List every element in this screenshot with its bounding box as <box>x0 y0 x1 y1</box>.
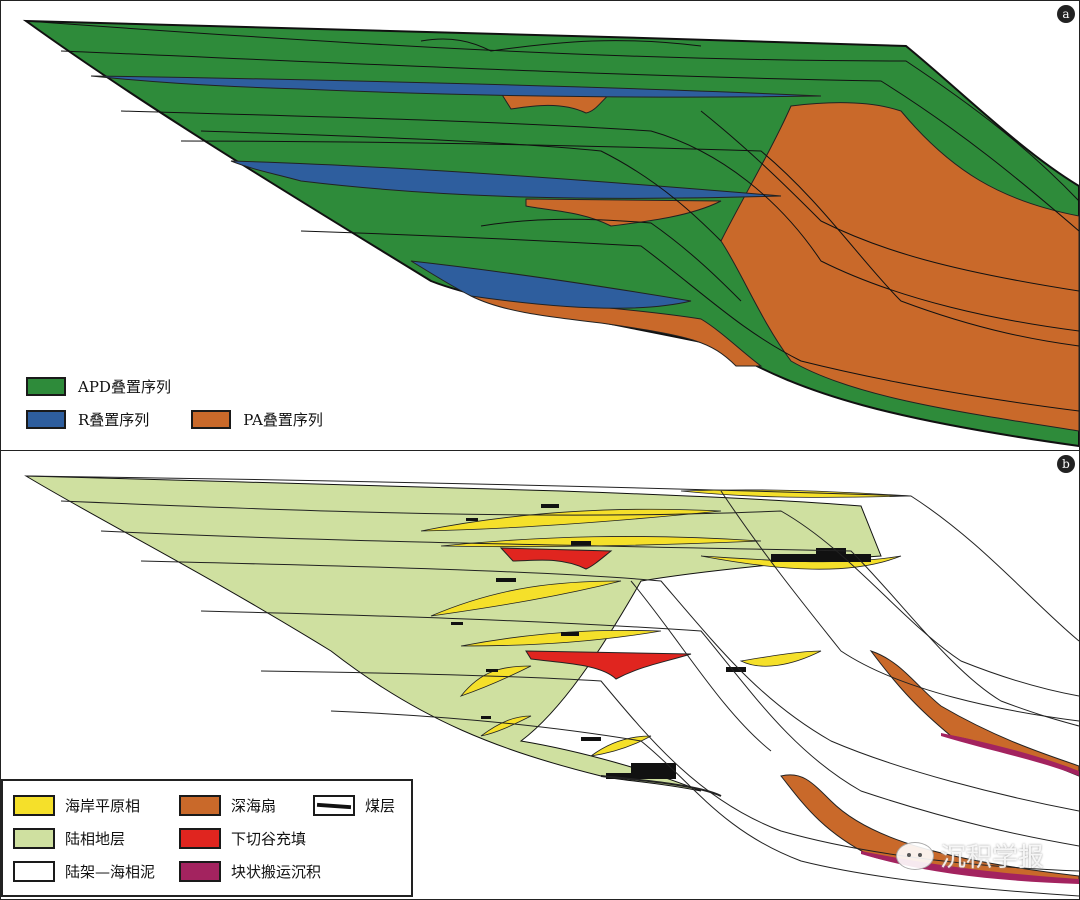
legend-label-r: R叠置序列 <box>78 410 150 429</box>
legend-item-deep-sea-fan: 深海扇 <box>179 795 276 816</box>
legend-label-coastal-plain: 海岸平原相 <box>65 797 141 815</box>
deep-sea-fan-upper <box>869 650 1079 777</box>
legend-label-deep-sea-fan: 深海扇 <box>231 797 277 815</box>
legend-a: APD叠置序列 R叠置序列 PA叠置序列 <box>26 376 365 442</box>
legend-item-apd: APD叠置序列 <box>26 376 171 397</box>
panel-b-label: b <box>1057 455 1075 473</box>
mass-transport-upper <box>941 733 1079 776</box>
cross-section-b <box>24 475 1079 897</box>
legend-item-pa: PA叠置序列 <box>191 409 323 430</box>
swatch-coastal-plain <box>13 795 55 816</box>
pa-orange-main <box>720 102 1079 432</box>
cross-section-a <box>22 19 1079 448</box>
legend-label-pa: PA叠置序列 <box>243 410 323 429</box>
legend-label-incised-valley: 下切谷充填 <box>231 830 307 848</box>
swatch-apd <box>26 376 66 396</box>
watermark-text: 沉积学报 <box>940 843 1045 873</box>
mass-transport-lower <box>861 851 1079 884</box>
swatch-r <box>26 409 66 429</box>
coal-seams <box>451 504 871 779</box>
incised-valley-upper <box>499 547 613 570</box>
watermark: 沉积学报 <box>896 837 1044 874</box>
legend-label-apd: APD叠置序列 <box>78 377 171 396</box>
incised-valley-lower <box>525 650 692 680</box>
swatch-incised-valley <box>179 828 221 849</box>
r-blue-lower <box>410 260 692 309</box>
legend-item-r: R叠置序列 <box>26 409 149 430</box>
legend-b: 海岸平原相 深海扇 煤层 陆相地层 下切谷充填 陆架—海相泥 块状搬运沉积 <box>1 779 413 897</box>
legend-item-coastal-plain: 海岸平原相 <box>13 795 140 816</box>
legend-item-coal: 煤层 <box>313 795 395 816</box>
legend-item-mass-transport: 块状搬运沉积 <box>179 861 321 882</box>
legend-item-shelf-mud: 陆架—海相泥 <box>13 861 155 882</box>
wechat-icon <box>896 841 934 870</box>
r-blue-upper <box>90 75 822 98</box>
legend-item-continental: 陆相地层 <box>13 828 125 849</box>
r-blue-middle <box>230 160 782 199</box>
stratal-lines-a <box>25 20 1079 412</box>
swatch-deep-sea-fan <box>179 795 221 816</box>
panel-a-label: a <box>1057 5 1075 23</box>
swatch-mass-transport <box>179 861 221 882</box>
legend-label-shelf-mud: 陆架—海相泥 <box>65 863 156 881</box>
stratal-lines-b <box>25 475 1079 897</box>
swatch-pa <box>191 409 232 429</box>
swatch-coal <box>313 795 355 816</box>
coastal-plain-lenses <box>420 489 912 757</box>
pa-orange-mid-patch <box>525 198 722 227</box>
panel-b-facies: b 海岸平原相 深海扇 煤层 陆相地层 下切谷充填 陆架—海相泥 块状搬运沉积 … <box>0 450 1080 900</box>
continental-strata <box>24 475 882 792</box>
legend-label-mass-transport: 块状搬运沉积 <box>231 863 322 881</box>
panel-a-sequence-stacking: a APD叠置序列 R叠置序列 PA叠置序列 <box>0 0 1080 451</box>
swatch-shelf-mud <box>13 861 55 882</box>
swatch-continental <box>13 828 55 849</box>
legend-item-incised-valley: 下切谷充填 <box>179 828 306 849</box>
pa-orange-upper-patch <box>500 92 613 114</box>
legend-label-continental: 陆相地层 <box>65 830 126 848</box>
legend-label-coal: 煤层 <box>365 797 396 815</box>
